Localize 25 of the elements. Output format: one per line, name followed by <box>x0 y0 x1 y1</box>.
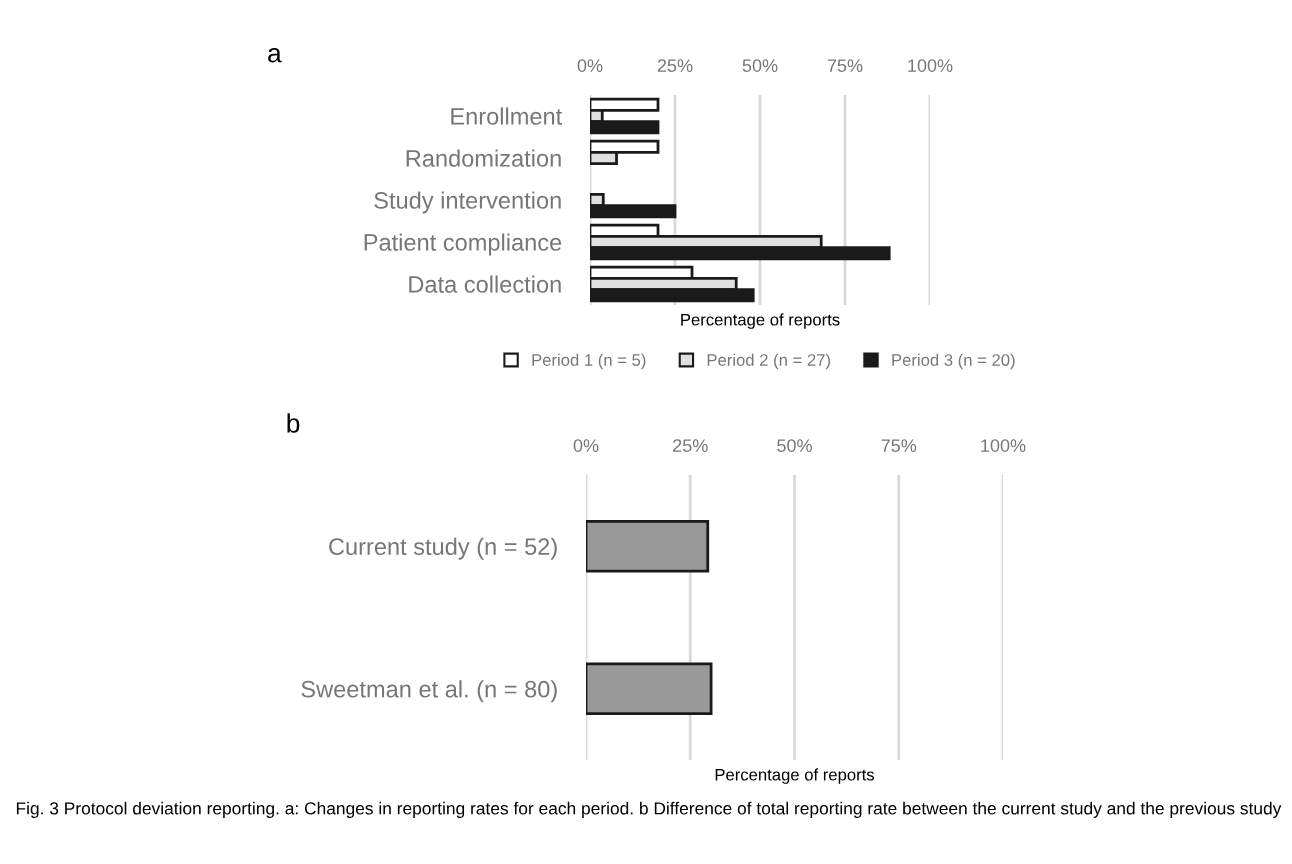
x-tick-label: 75% <box>881 439 917 452</box>
x-axis-title: Percentage of reports <box>715 768 875 784</box>
x-tick-label: 50% <box>777 439 812 452</box>
x-tick-label: 100% <box>981 439 1026 452</box>
legend-label: Period 3 (n = 20) <box>892 353 1015 370</box>
x-tick-label: 0% <box>573 439 599 452</box>
y-tick-label: Current study (n = 52) <box>329 537 557 560</box>
y-tick-label: Enrollment <box>451 107 563 125</box>
x-tick-label: 25% <box>657 59 693 72</box>
y-tick-label: Study intervention <box>374 191 561 214</box>
text: a <box>268 48 282 63</box>
y-tick-label: Sweetman et al. (n = 80) <box>301 680 557 703</box>
x-tick-label: 75% <box>827 59 863 72</box>
y-tick-label: Randomization <box>406 149 561 167</box>
x-tick-label: 0% <box>577 59 603 72</box>
caption: Fig. 3 Protocol deviation reporting. a: Changes in reporting rates for each period. b Difference of total reporting rate between the current study and the previous study <box>16 801 1282 818</box>
x-tick-label: 50% <box>742 59 778 72</box>
y-tick-label: Data collection <box>409 275 561 293</box>
legend-label: Period 1 (n = 5) <box>532 353 646 370</box>
x-tick-label: 25% <box>673 439 708 452</box>
x-tick-label: 100% <box>908 59 953 72</box>
y-tick-label: Patient compliance <box>364 233 562 256</box>
x-axis-title: Percentage of reports <box>681 313 840 329</box>
text: b <box>287 413 300 433</box>
legend-label: Period 2 (n = 27) <box>707 353 830 370</box>
